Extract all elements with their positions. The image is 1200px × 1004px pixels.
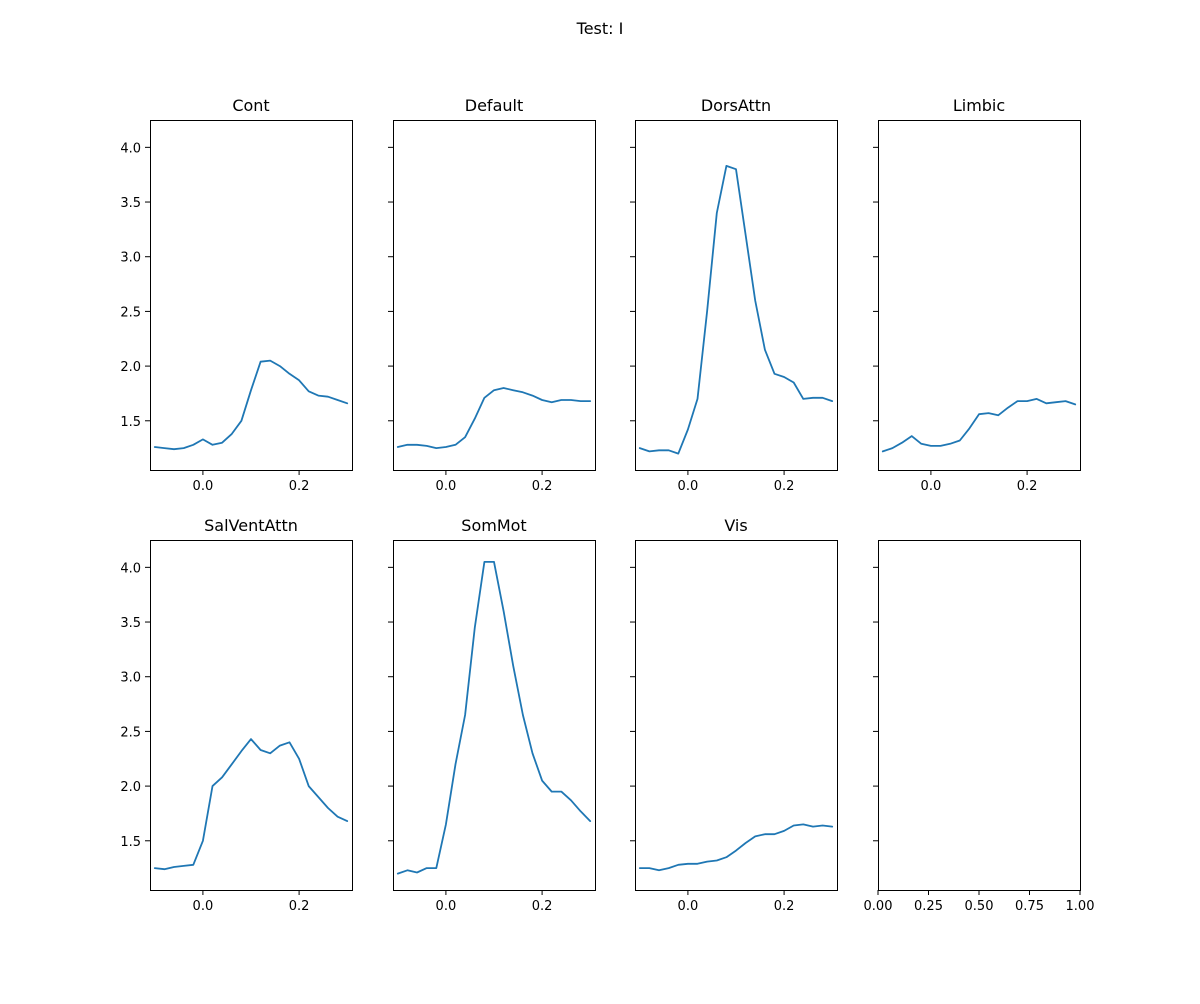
y-tick-label: 3.0 [120,251,141,266]
plot-frame [393,540,596,891]
subplot-salventattn: SalVentAttn 0.0 0.2 1.5 2.0 2.5 3.0 3.5 4.0 [120,516,353,914]
x-tick-label: 0.2 [532,479,553,494]
subplot-title: Limbic [953,96,1005,115]
subplot-cont: Cont 0.0 0.2 1.5 2.0 2.5 3.0 3.5 4.0 [120,96,353,494]
x-tick-label: 0.0 [921,479,942,494]
x-tick-label: 1.00 [1066,899,1095,914]
x-tick-label: 0.50 [965,899,994,914]
y-tick-label: 2.0 [120,360,141,375]
subplot-title: Cont [232,96,269,115]
x-tick-label: 0.00 [864,899,893,914]
x-tick-label: 0.0 [436,899,457,914]
x-tick-label: 0.0 [193,479,214,494]
subplot-title: SalVentAttn [204,516,298,535]
x-tick-label: 0.2 [774,479,795,494]
subplot-empty: 0.00 0.25 0.50 0.75 1.00 [864,540,1095,914]
y-tick-label: 3.5 [120,196,141,211]
y-tick-label: 1.5 [120,835,141,850]
x-tick-label: 0.2 [289,899,310,914]
figure-title: Test: I [576,19,624,38]
x-tick-label: 0.2 [774,899,795,914]
x-tick-label: 0.2 [532,899,553,914]
series-line [396,561,592,875]
subplot-title: Default [465,96,523,115]
y-tick-label: 3.5 [120,616,141,631]
subplot-title: Vis [724,516,747,535]
plot-frame [635,120,838,471]
y-tick-label: 1.5 [120,415,141,430]
x-tick-label: 0.25 [914,899,943,914]
plot-frame [393,120,596,471]
x-tick-label: 0.0 [193,899,214,914]
plot-frame [635,540,838,891]
x-tick-label: 0.2 [289,479,310,494]
y-tick-label: 3.0 [120,671,141,686]
subplot-dorsattn: DorsAttn 0.0 0.2 [630,96,838,494]
series-line [153,359,349,451]
y-tick-label: 2.0 [120,780,141,795]
series-line [396,387,592,449]
x-tick-label: 0.0 [678,899,699,914]
y-tick-label: 2.5 [120,725,141,740]
y-tick-label: 4.0 [120,561,141,576]
plot-frame [878,540,1081,891]
subplot-limbic: Limbic 0.0 0.2 [873,96,1081,494]
series-line [881,398,1077,453]
plot-frame [878,120,1081,471]
x-tick-label: 0.0 [678,479,699,494]
y-tick-label: 4.0 [120,141,141,156]
subplot-default: Default 0.0 0.2 [388,96,596,494]
subplot-title: SomMot [461,516,526,535]
series-line [638,823,834,872]
y-tick-label: 2.5 [120,305,141,320]
subplot-sommot: SomMot 0.0 0.2 [388,516,596,914]
x-tick-label: 0.75 [1015,899,1044,914]
plot-frame [150,120,353,471]
subplot-vis: Vis 0.0 0.2 [630,516,838,914]
subplot-title: DorsAttn [701,96,771,115]
x-tick-label: 0.2 [1017,479,1038,494]
plot-frame [150,540,353,891]
x-tick-label: 0.0 [436,479,457,494]
series-line [153,738,349,871]
series-line [638,165,834,455]
